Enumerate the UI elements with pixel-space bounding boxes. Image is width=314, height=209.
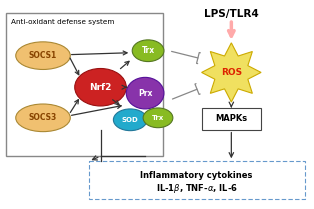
Text: MAPKs: MAPKs (215, 114, 247, 123)
Ellipse shape (75, 69, 126, 106)
Text: Prx: Prx (138, 89, 152, 98)
Text: SOCS1: SOCS1 (29, 51, 57, 60)
Ellipse shape (132, 40, 164, 62)
Text: Nrf2: Nrf2 (89, 83, 112, 92)
Text: LPS/TLR4: LPS/TLR4 (204, 9, 259, 19)
Text: ROS: ROS (221, 68, 242, 77)
Ellipse shape (113, 109, 147, 131)
Polygon shape (202, 43, 261, 102)
Text: IL-1$\beta$, TNF-$\alpha$, IL-6: IL-1$\beta$, TNF-$\alpha$, IL-6 (156, 182, 238, 195)
FancyBboxPatch shape (6, 13, 163, 156)
Text: Inflammatory cytokines: Inflammatory cytokines (140, 171, 253, 180)
Text: Trx: Trx (152, 115, 164, 121)
Text: SOCS3: SOCS3 (29, 113, 57, 122)
FancyBboxPatch shape (202, 108, 261, 130)
Ellipse shape (16, 104, 70, 132)
Ellipse shape (16, 42, 70, 69)
Text: Trx: Trx (142, 46, 154, 55)
Text: Anti-oxidant defense system: Anti-oxidant defense system (11, 19, 115, 25)
Ellipse shape (143, 108, 173, 128)
FancyBboxPatch shape (89, 161, 305, 199)
Ellipse shape (126, 77, 164, 109)
Text: SOD: SOD (122, 117, 138, 123)
